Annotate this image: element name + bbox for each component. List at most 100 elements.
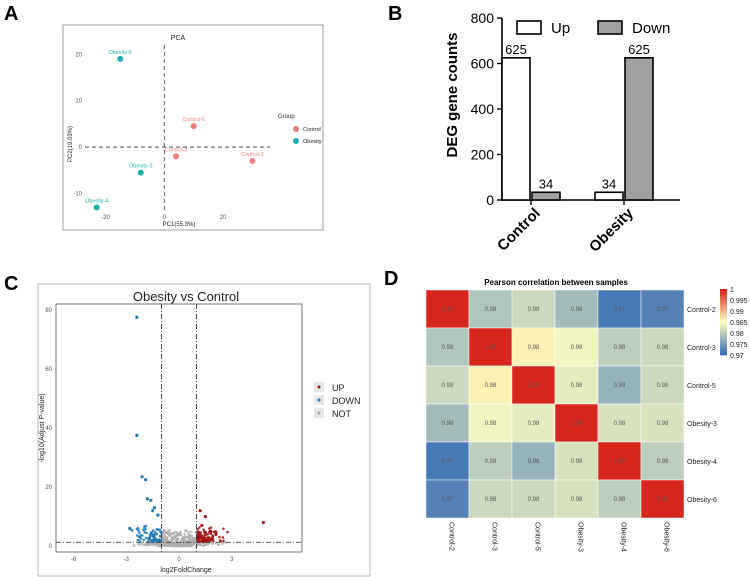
volcano-point — [148, 538, 151, 541]
volcano-point — [139, 543, 143, 546]
bar-legend-label: Up — [551, 20, 570, 37]
volcano-point — [204, 533, 208, 537]
colorbar-step — [720, 300, 727, 303]
bar-down-control — [531, 191, 561, 201]
colorbar-tick-label: 0.98 — [730, 331, 744, 338]
colorbar-step — [720, 341, 727, 345]
heatmap-cell — [425, 327, 470, 367]
heatmap-cell — [425, 365, 470, 405]
volcano-xlabel: log2FoldChange — [160, 567, 211, 574]
heatmap-cell — [597, 441, 642, 481]
pca-legend: Control Obesity — [293, 126, 322, 145]
heatmap-cell — [511, 479, 556, 519]
volcano-point — [165, 539, 168, 543]
volcano-point — [207, 538, 210, 542]
volcano-legend-marker — [317, 411, 321, 415]
volcano-xtick-label: -3 — [124, 557, 130, 563]
volcano-title: Obesity vs Control — [133, 289, 239, 304]
volcano-ytick-label: 40 — [45, 426, 52, 432]
volcano-point — [139, 537, 143, 540]
volcano-point — [190, 541, 194, 545]
volcano-point — [163, 531, 167, 535]
panel-letter-d: D — [384, 268, 398, 290]
volcano-point — [218, 539, 222, 542]
volcano-point — [198, 526, 201, 529]
volcano-legend-label: NOT — [332, 409, 352, 419]
heatmap-cell-label: 0.98 — [571, 459, 583, 465]
volcano-point — [181, 537, 185, 541]
bar-down-obesity — [624, 57, 654, 201]
volcano-point — [209, 529, 213, 533]
volcano-point — [152, 506, 156, 510]
volcano-point — [186, 543, 190, 547]
volcano-point — [155, 539, 158, 542]
volcano-point — [159, 538, 163, 542]
volcano-point — [144, 524, 148, 528]
heatmap-cell-label: 0.98 — [571, 307, 583, 313]
volcano-point — [173, 534, 177, 538]
colorbar-step — [720, 289, 727, 292]
heatmap-cell-label: 1.00 — [571, 421, 583, 427]
volcano-point — [181, 542, 184, 546]
heatmap-cell — [597, 479, 642, 519]
colorbar-step — [720, 350, 727, 354]
bar-legend-swatch — [516, 20, 542, 35]
bar-ytick-label: 600 — [471, 56, 495, 72]
bar-ytick-label: 800 — [471, 10, 495, 26]
heatmap-col-label: Control-3 — [491, 522, 498, 551]
bar-category-label: Control — [494, 205, 544, 255]
volcano-point — [189, 530, 192, 534]
colorbar-tick-label: 0.97 — [730, 353, 744, 360]
colorbar-step — [720, 348, 727, 351]
colorbar-step — [720, 335, 727, 338]
volcano-point — [185, 542, 188, 545]
volcano-legend-marker — [317, 398, 321, 402]
bar-ytick-label: 0 — [486, 192, 494, 208]
volcano-point — [202, 544, 205, 548]
heatmap-row-label: Obesity-3 — [687, 421, 717, 428]
bar-value-label: 625 — [505, 42, 527, 57]
volcano-point — [199, 536, 203, 539]
volcano-point — [205, 543, 208, 546]
pca-point-label: Obesity-3 — [129, 164, 153, 170]
heatmap-cell-label: 0.98 — [571, 345, 583, 351]
volcano-point — [189, 544, 193, 548]
pca-point — [117, 55, 124, 62]
volcano-point — [136, 538, 140, 542]
colorbar-tick-label: 1 — [730, 287, 734, 294]
volcano-xtick-label: 3 — [230, 557, 234, 563]
volcano-point — [155, 528, 159, 531]
volcano-point — [142, 538, 146, 542]
volcano-point — [223, 541, 227, 544]
volcano-point — [187, 531, 190, 534]
heatmap-cell — [597, 403, 642, 443]
heatmap-cell — [640, 365, 685, 405]
volcano-point — [138, 531, 141, 534]
heatmap-cell — [511, 289, 556, 329]
volcano-point — [214, 532, 218, 536]
volcano-point — [145, 497, 149, 501]
volcano-ytick-label: 60 — [45, 367, 52, 373]
volcano-point — [144, 478, 148, 482]
heatmap-cell-label: 0.98 — [442, 383, 454, 389]
volcano-point — [261, 520, 265, 525]
volcano-legend-label: UP — [332, 383, 345, 393]
heatmap-col-label: Obesity-6 — [663, 522, 670, 552]
panel-letter-a: A — [4, 3, 18, 25]
volcano-point — [168, 529, 171, 532]
volcano-point — [132, 544, 136, 547]
colorbar-step — [720, 304, 727, 307]
volcano-point — [183, 532, 186, 536]
volcano-point — [207, 536, 211, 539]
heatmap-cell — [511, 441, 556, 481]
heatmap-col-label: Control-2 — [448, 522, 455, 551]
volcano-point — [197, 542, 201, 545]
volcano-point — [196, 527, 200, 531]
colorbar-step — [720, 344, 727, 347]
volcano-point — [170, 544, 173, 548]
volcano-point — [149, 532, 153, 536]
heatmap-cell-label: 0.97 — [614, 307, 626, 313]
heatmap-cell-label: 0.98 — [485, 421, 497, 427]
volcano-legend: UP DOWN NOT — [314, 382, 361, 419]
colorbar-step — [720, 306, 727, 310]
